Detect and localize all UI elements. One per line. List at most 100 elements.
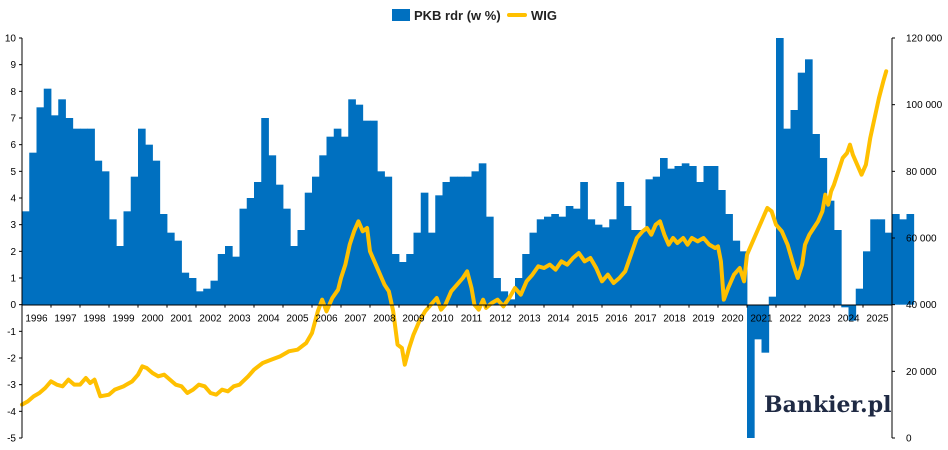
x-tick-label: 2002 xyxy=(199,314,222,325)
pkb-bar xyxy=(899,219,907,305)
left-tick-label: 8 xyxy=(10,87,16,98)
pkb-bar xyxy=(413,232,422,305)
pkb-bar xyxy=(725,214,733,305)
pkb-bar xyxy=(457,176,465,305)
pkb-bar xyxy=(377,171,385,305)
pkb-bar xyxy=(826,200,835,305)
right-tick-label: 60 000 xyxy=(906,234,937,245)
pkb-bar xyxy=(341,136,349,305)
x-axis-ticks: 1996 1997 1998 1999 2000 2001 2002 2003 2004 2005… xyxy=(21,304,889,325)
pkb-bar xyxy=(594,224,603,305)
x-tick-label: 2005 xyxy=(286,314,309,325)
pkb-bar xyxy=(362,120,371,305)
pkb-bar xyxy=(297,230,306,305)
pkb-bar xyxy=(217,254,226,305)
pkb-bar xyxy=(145,144,153,305)
pkb-bar xyxy=(631,230,639,305)
bankier-watermark: Bankier.pl xyxy=(764,392,891,418)
pkb-bar xyxy=(399,262,407,305)
pkb-bar xyxy=(500,291,509,305)
left-axis-ticks: -5 -4 -3 -2 -1 0 1 2 3 4 5 6 7 8 9 10 xyxy=(5,34,22,445)
pkb-bar xyxy=(790,110,799,305)
x-tick-label: 2017 xyxy=(634,314,657,325)
legend-label-pkb: PKB rdr (w %) xyxy=(414,8,501,23)
pkb-bar xyxy=(892,214,900,305)
pkb-bar xyxy=(761,304,770,353)
x-tick-label: 2020 xyxy=(721,314,744,325)
right-axis-ticks: 0 20 000 40 000 60 000 80 000 100 000 120 000 xyxy=(892,34,943,445)
watermark-dot: . xyxy=(860,392,868,418)
x-tick-label: 2009 xyxy=(402,314,425,325)
pkb-bar xyxy=(72,128,81,305)
x-tick-label: 2012 xyxy=(489,314,512,325)
x-tick-label: 2001 xyxy=(170,314,193,325)
right-tick-label: 20 000 xyxy=(906,367,937,378)
x-tick-label: 2025 xyxy=(866,314,889,325)
pkb-bar xyxy=(623,206,632,305)
pkb-bar xyxy=(275,184,284,305)
pkb-bar xyxy=(138,128,146,305)
pkb-bar xyxy=(718,190,726,305)
pkb-bar xyxy=(159,214,168,305)
pkb-bar xyxy=(428,232,436,305)
pkb-bar xyxy=(232,256,240,305)
pkb-bar xyxy=(370,120,378,305)
pkb-bar xyxy=(703,166,712,305)
pkb-bar xyxy=(254,182,262,305)
wig-line xyxy=(20,69,889,407)
left-tick-label: 0 xyxy=(10,300,16,311)
right-tick-label: 100 000 xyxy=(906,100,943,111)
x-tick-label: 2013 xyxy=(518,314,541,325)
pkb-bar xyxy=(130,176,139,305)
pkb-bar xyxy=(203,288,211,305)
pkb-bar xyxy=(696,182,704,305)
right-tick-label: 80 000 xyxy=(906,167,937,178)
bar-series-pkb xyxy=(22,38,915,438)
pkb-bar xyxy=(239,208,248,305)
pkb-bar xyxy=(884,232,893,305)
pkb-bar xyxy=(551,214,559,305)
pkb-bar xyxy=(674,166,683,305)
x-tick-label: 2008 xyxy=(373,314,396,325)
x-tick-label: 2014 xyxy=(547,314,570,325)
pkb-bar xyxy=(174,240,182,305)
pkb-bar xyxy=(855,288,864,305)
x-tick-label: 2006 xyxy=(315,314,338,325)
x-tick-label: 1997 xyxy=(54,314,77,325)
pkb-bar xyxy=(667,168,675,305)
pkb-bar xyxy=(638,230,646,305)
pkb-bar xyxy=(391,254,400,305)
pkb-bar xyxy=(863,251,871,305)
pkb-bar xyxy=(435,195,443,305)
right-tick-label: 120 000 xyxy=(906,34,943,45)
pkb-bar xyxy=(544,216,552,305)
left-tick-label: 6 xyxy=(10,140,16,151)
pkb-bar xyxy=(109,219,117,305)
pkb-bar xyxy=(188,278,197,305)
x-tick-label: 2007 xyxy=(344,314,367,325)
pkb-bar xyxy=(493,278,501,305)
pkb-bar xyxy=(312,176,320,305)
pkb-bar xyxy=(87,128,95,305)
pkb-bar xyxy=(747,304,755,438)
line-series-wig xyxy=(20,69,889,407)
left-tick-label: -3 xyxy=(7,380,16,391)
pkb-bar xyxy=(167,232,175,305)
pkb-bar xyxy=(754,304,762,340)
pkb-bar xyxy=(797,72,806,305)
pkb-bar xyxy=(420,192,429,305)
x-tick-label: 2004 xyxy=(257,314,280,325)
pkb-bar xyxy=(152,160,161,305)
x-tick-label: 2024 xyxy=(837,314,860,325)
pkb-bar xyxy=(776,38,784,305)
pkb-bar xyxy=(609,219,617,305)
pkb-bar xyxy=(22,211,30,305)
pkb-bar xyxy=(486,216,494,305)
svg-text:Bankier.pl: Bankier.pl xyxy=(764,392,891,418)
x-tick-label: 2022 xyxy=(779,314,802,325)
left-tick-label: 4 xyxy=(10,194,16,205)
pkb-bar xyxy=(652,176,661,305)
pkb-bar xyxy=(29,152,37,305)
pkb-bar xyxy=(681,163,690,305)
pkb-bar xyxy=(565,206,574,305)
